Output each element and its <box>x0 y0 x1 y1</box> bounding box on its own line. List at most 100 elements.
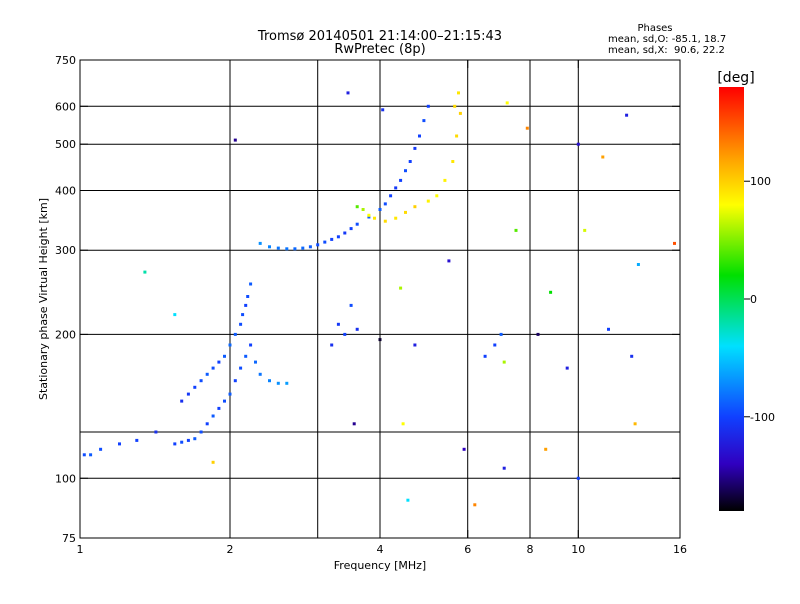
data-point <box>406 498 410 502</box>
colorbar-label: [deg] <box>717 70 754 86</box>
data-point <box>118 442 121 446</box>
data-point <box>401 422 405 426</box>
data-point <box>343 231 347 235</box>
y-axis-label: Stationary phase Virtual Height [km] <box>37 198 50 400</box>
data-point <box>451 160 455 163</box>
data-point <box>549 290 553 294</box>
data-point <box>413 343 417 347</box>
data-point <box>258 372 262 376</box>
data-point <box>239 322 243 326</box>
colorbar-tick-label: 100 <box>750 175 771 188</box>
data-point <box>447 259 451 263</box>
data-point <box>367 215 371 219</box>
y-tick-label: 300 <box>55 244 76 257</box>
data-point <box>308 245 312 249</box>
data-point <box>576 142 580 146</box>
data-point <box>330 237 334 241</box>
data-point <box>211 366 215 370</box>
data-point <box>389 194 393 198</box>
data-point <box>180 440 184 444</box>
data-point <box>378 338 382 342</box>
data-point <box>199 379 203 383</box>
data-point <box>293 247 297 251</box>
data-point <box>462 447 466 451</box>
data-point <box>502 360 506 364</box>
data-point <box>636 263 640 266</box>
y-tick-label: 400 <box>55 184 76 197</box>
data-point <box>413 146 417 150</box>
data-point <box>193 437 197 441</box>
data-point <box>426 104 430 108</box>
data-point <box>583 228 587 232</box>
data-point <box>285 381 289 385</box>
grid-lines <box>80 60 680 538</box>
data-point <box>633 422 637 426</box>
data-point <box>673 241 676 245</box>
data-point <box>413 205 417 209</box>
stats-title: Phases <box>637 23 672 34</box>
data-point <box>381 108 385 112</box>
stats-line-x: mean, sd,X: 90.6, 22.2 <box>608 45 725 56</box>
data-point <box>249 282 253 286</box>
data-point <box>323 240 327 244</box>
data-point <box>426 199 430 203</box>
data-point <box>422 119 426 123</box>
data-point <box>399 286 403 290</box>
data-point <box>246 295 250 298</box>
x-tick-label: 4 <box>377 543 384 556</box>
data-point <box>502 466 506 470</box>
data-point <box>316 243 320 247</box>
data-point <box>458 111 462 115</box>
data-point <box>630 354 634 358</box>
data-point <box>349 227 353 231</box>
y-tick-label: 75 <box>62 532 76 545</box>
data-point <box>205 372 209 376</box>
data-point <box>514 228 518 232</box>
data-point <box>346 91 350 95</box>
data-point <box>367 213 371 217</box>
data-point <box>355 222 359 226</box>
data-point <box>173 313 177 317</box>
data-point <box>457 91 460 95</box>
data-point <box>244 303 248 307</box>
data-point <box>249 343 253 347</box>
data-point <box>455 134 459 138</box>
data-point <box>625 113 629 117</box>
data-point <box>233 138 237 142</box>
data-point <box>607 327 610 331</box>
x-tick-label: 8 <box>527 543 534 556</box>
data-point <box>154 430 158 434</box>
data-point <box>301 246 305 250</box>
axis-ticks: 1 2 4 6 8 10 16 75 100 200 300 400 500 600 750 <box>55 54 687 556</box>
data-point <box>394 186 398 190</box>
data-point <box>404 210 407 214</box>
data-point <box>223 354 226 358</box>
data-point <box>186 392 190 396</box>
data-point <box>211 460 215 464</box>
data-point <box>483 354 487 358</box>
data-point <box>330 343 334 347</box>
y-tick-label: 600 <box>55 100 76 113</box>
data-point <box>378 208 382 211</box>
data-point <box>493 343 497 347</box>
data-point <box>173 442 177 446</box>
data-point <box>383 219 387 223</box>
data-point <box>453 104 457 108</box>
data-point <box>435 194 439 198</box>
data-point <box>394 216 398 220</box>
colorbar-ticks: 100 0 -100 <box>744 175 775 424</box>
data-point <box>336 235 340 239</box>
data-point <box>244 354 248 358</box>
data-point <box>499 332 503 336</box>
data-point <box>268 245 271 249</box>
data-point <box>399 178 403 182</box>
data-point <box>601 155 605 159</box>
data-point <box>418 134 421 138</box>
data-point <box>373 216 376 220</box>
data-point <box>276 246 280 250</box>
x-axis-label: Frequency [MHz] <box>334 559 426 572</box>
data-point <box>211 414 215 418</box>
data-point <box>343 332 347 336</box>
data-point <box>135 438 139 442</box>
